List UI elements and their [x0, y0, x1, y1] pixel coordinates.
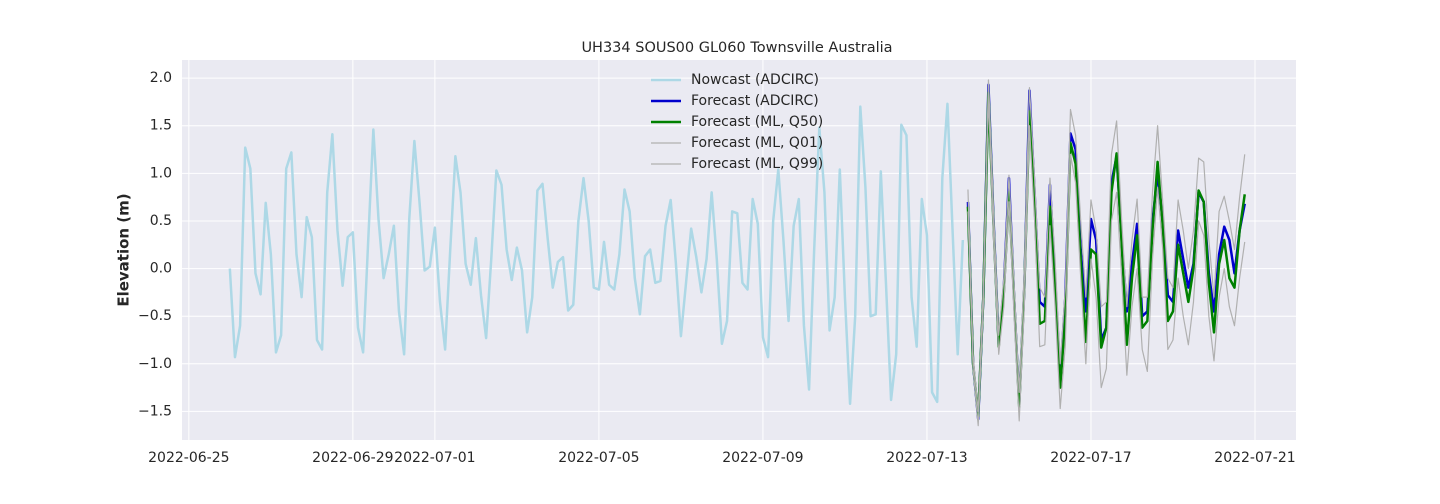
- lines: [228, 79, 1246, 427]
- chart-title: UH334 SOUS00 GL060 Townsville Australia: [581, 40, 892, 56]
- legend-label: Nowcast (ADCIRC): [691, 72, 819, 88]
- x-tick-label: 2022-06-25: [148, 450, 229, 466]
- y-tick-label: 0.5: [150, 213, 172, 229]
- legend-label: Forecast (ML, Q99): [691, 156, 823, 172]
- x-tick-label: 2022-07-01: [394, 450, 475, 466]
- y-axis-label: Elevation (m): [115, 193, 133, 306]
- y-tick-label: −1.5: [138, 403, 172, 419]
- y-tick-label: −0.5: [138, 308, 172, 324]
- y-tick-label: 2.0: [150, 70, 172, 86]
- x-tick-label: 2022-06-29: [312, 450, 393, 466]
- series-line: [966, 91, 1246, 418]
- legend: Nowcast (ADCIRC) Forecast (ADCIRC) Forecas…: [651, 72, 823, 172]
- series-line: [967, 79, 1246, 413]
- x-tick-label: 2022-07-05: [558, 450, 639, 466]
- x-tick-label: 2022-07-21: [1214, 450, 1295, 466]
- legend-label: Forecast (ADCIRC): [691, 93, 819, 109]
- series-line: [228, 102, 965, 406]
- x-tick-label: 2022-07-09: [722, 450, 803, 466]
- series-line: [967, 96, 1246, 427]
- legend-label: Forecast (ML, Q50): [691, 114, 823, 130]
- y-tick-label: 0.0: [150, 261, 172, 277]
- x-tick-label: 2022-07-13: [886, 450, 967, 466]
- legend-label: Forecast (ML, Q01): [691, 135, 823, 151]
- y-tick-label: −1.0: [138, 356, 172, 372]
- y-tick-label: 1.5: [150, 118, 172, 134]
- y-tick-label: 1.0: [150, 165, 172, 181]
- x-tick-label: 2022-07-17: [1050, 450, 1131, 466]
